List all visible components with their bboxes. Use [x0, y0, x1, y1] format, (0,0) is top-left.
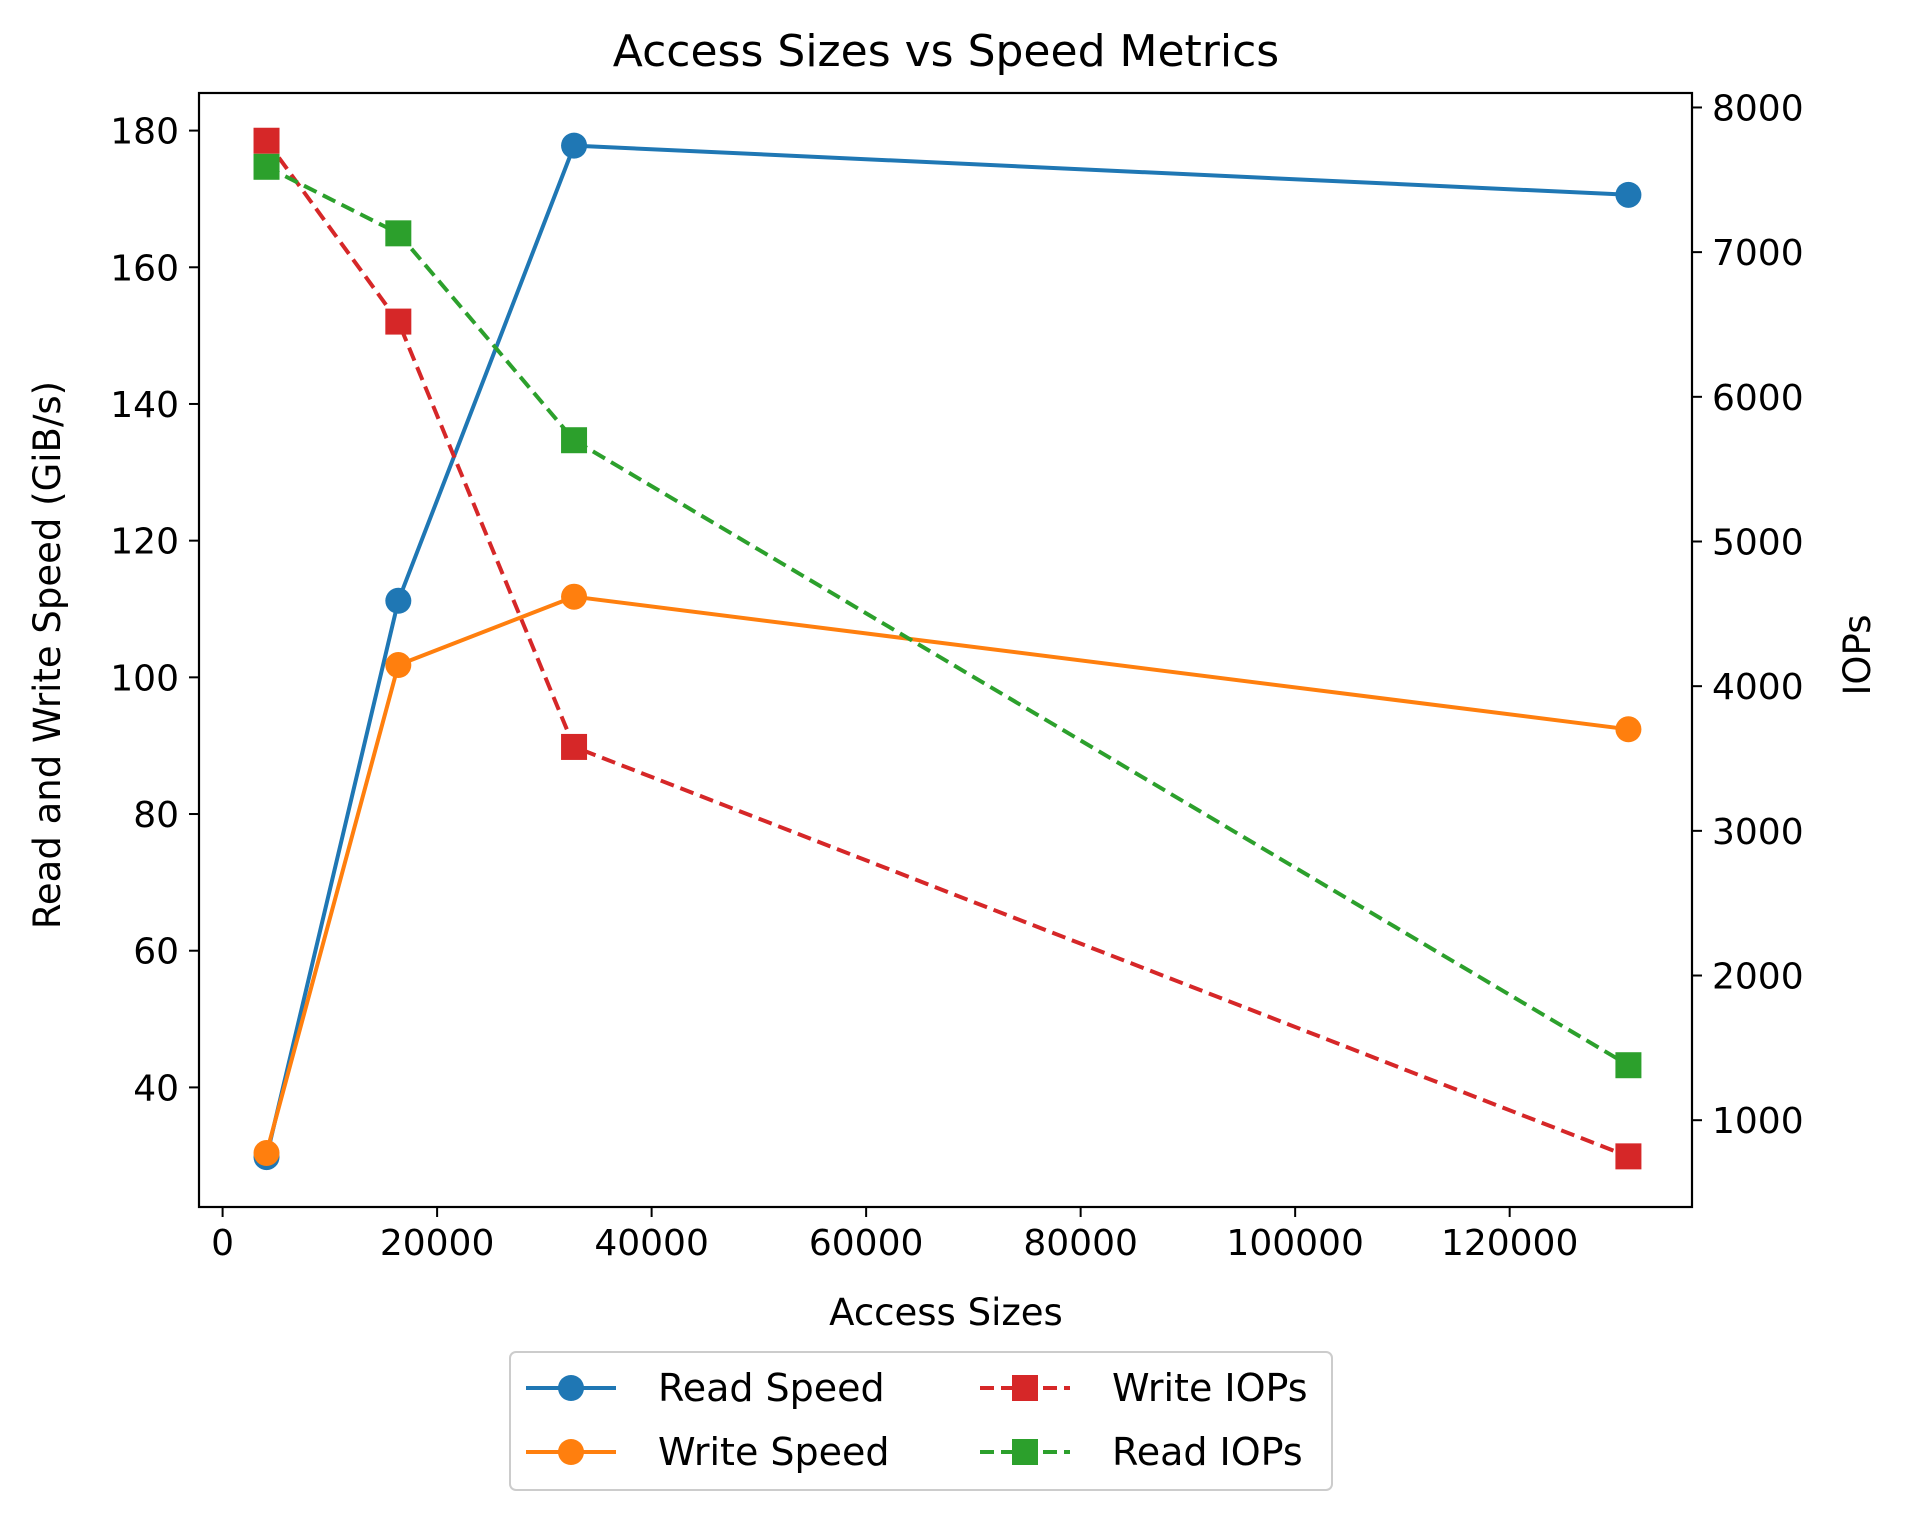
write-iops-point [253, 127, 280, 154]
plot-frame [197, 91, 1694, 1209]
y2-axis-title: IOPs [1836, 615, 1879, 696]
x-tick-label: 20000 [380, 1223, 495, 1264]
x-tick-label: 60000 [809, 1223, 924, 1264]
x-tick-label: 0 [211, 1223, 234, 1264]
write-speed-point [253, 1140, 280, 1167]
legend-write-speed-marker [558, 1439, 584, 1465]
write-speed-point [1615, 716, 1642, 743]
legend-write-speed-label: Write Speed [658, 1430, 890, 1474]
y2-tick-label: 1000 [1712, 1101, 1804, 1142]
y-tick-label: 100 [110, 658, 179, 699]
read-speed-point [561, 132, 588, 159]
x-tick-label: 100000 [1226, 1223, 1363, 1264]
x-axis-title: Access Sizes [829, 1291, 1063, 1334]
y-tick-label: 60 [133, 932, 179, 973]
y2-tick-label: 2000 [1712, 957, 1804, 998]
legend: Read Speed Write Speed Write IOPs Read IOPs [509, 1351, 1333, 1491]
legend-read-speed-label: Read Speed [658, 1366, 885, 1410]
legend-read-iops-label: Read IOPs [1112, 1430, 1303, 1474]
read-speed-point [1615, 181, 1642, 208]
write-speed-point [561, 583, 588, 610]
read-iops-line [265, 165, 1630, 1067]
x-tick-label: 40000 [594, 1223, 709, 1264]
legend-write-iops-label: Write IOPs [1112, 1366, 1308, 1410]
y2-tick-label: 6000 [1712, 378, 1804, 419]
y2-tick-label: 8000 [1712, 88, 1804, 129]
read-iops-point [253, 153, 280, 180]
read-speed-point [385, 587, 412, 614]
y-tick-label: 160 [110, 248, 179, 289]
y-tick-label: 80 [133, 795, 179, 836]
x-tick-label: 120000 [1441, 1223, 1578, 1264]
write-iops-point [561, 733, 588, 760]
y2-tick-label: 7000 [1712, 233, 1804, 274]
y-tick-label: 40 [133, 1068, 179, 1109]
legend-write-iops-marker [1012, 1375, 1038, 1401]
legend-box [509, 1351, 1333, 1491]
y2-tick-label: 4000 [1712, 667, 1804, 708]
write-speed-line [264, 594, 1629, 1154]
write-iops-point [385, 308, 412, 335]
read-iops-point [1615, 1052, 1642, 1079]
chart-title: Access Sizes vs Speed Metrics [613, 26, 1279, 77]
legend-read-speed-marker [558, 1375, 584, 1401]
x-tick-label: 80000 [1023, 1223, 1138, 1264]
y2-tick-label: 5000 [1712, 522, 1804, 563]
y-tick-label: 120 [110, 522, 179, 563]
write-speed-point [385, 652, 412, 679]
read-iops-point [561, 427, 588, 454]
write-iops-line [264, 139, 1630, 1159]
read-iops-point [385, 220, 412, 247]
y-tick-label: 140 [110, 385, 179, 426]
y-tick-label: 180 [110, 112, 179, 153]
y-axis-title: Read and Write Speed (GiB/s) [26, 381, 69, 929]
y2-tick-label: 3000 [1712, 812, 1804, 853]
write-iops-point [1615, 1143, 1642, 1170]
read-speed-line [264, 143, 1629, 1158]
legend-read-iops-marker [1012, 1439, 1038, 1465]
